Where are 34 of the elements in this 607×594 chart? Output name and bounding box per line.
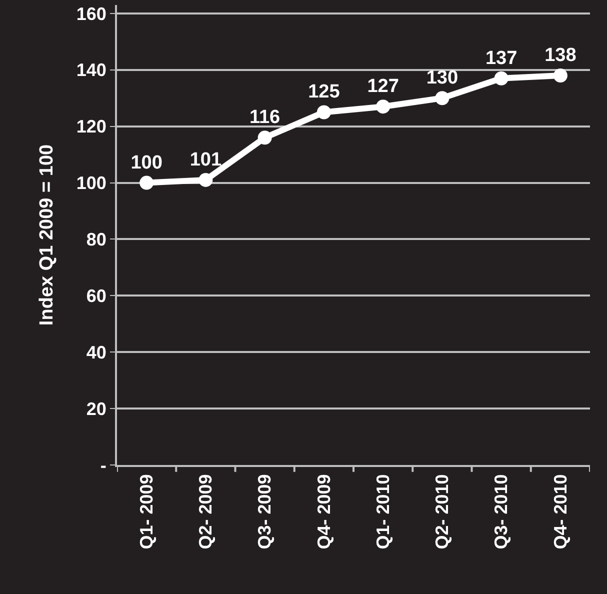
y-tick-label: - [100, 455, 106, 476]
y-tick-label: 100 [76, 173, 106, 194]
y-tick-label: 120 [76, 116, 106, 137]
data-label: 100 [130, 152, 162, 174]
point [494, 71, 508, 86]
x-tick-label: Q1- 2009 [136, 474, 156, 550]
data-label: 138 [544, 45, 576, 66]
data-label: 101 [190, 149, 222, 170]
y-tick-label: 40 [86, 342, 106, 362]
x-tick-label: Q2- 2010 [432, 474, 452, 550]
x-tick-label: Q4- 2009 [314, 474, 334, 550]
y-axis-title: Index Q1 2009 = 100 [36, 144, 58, 326]
point [376, 100, 390, 114]
point [553, 68, 568, 83]
point [316, 105, 331, 120]
x-tick-label: Q1- 2010 [372, 474, 393, 550]
y-tick-label: 80 [86, 230, 106, 250]
x-tick-label: Q3- 2009 [254, 474, 275, 550]
data-label: 137 [485, 48, 518, 69]
y-tick-label: 60 [86, 286, 106, 306]
point [258, 130, 272, 145]
point [435, 91, 450, 106]
y-tick-label: 140 [76, 60, 106, 80]
y-tick-label: 20 [86, 398, 106, 419]
data-label: 127 [367, 76, 399, 98]
data-label: 116 [249, 107, 280, 128]
x-tick-label: Q2- 2009 [196, 474, 216, 550]
x-tick-label: Q3- 2010 [491, 474, 512, 550]
point [140, 176, 154, 190]
data-label: 125 [308, 82, 340, 103]
data-label: 130 [426, 68, 458, 89]
y-tick-label: 160 [76, 4, 106, 24]
x-tick-label: Q4- 2010 [550, 474, 570, 550]
point [198, 172, 213, 187]
